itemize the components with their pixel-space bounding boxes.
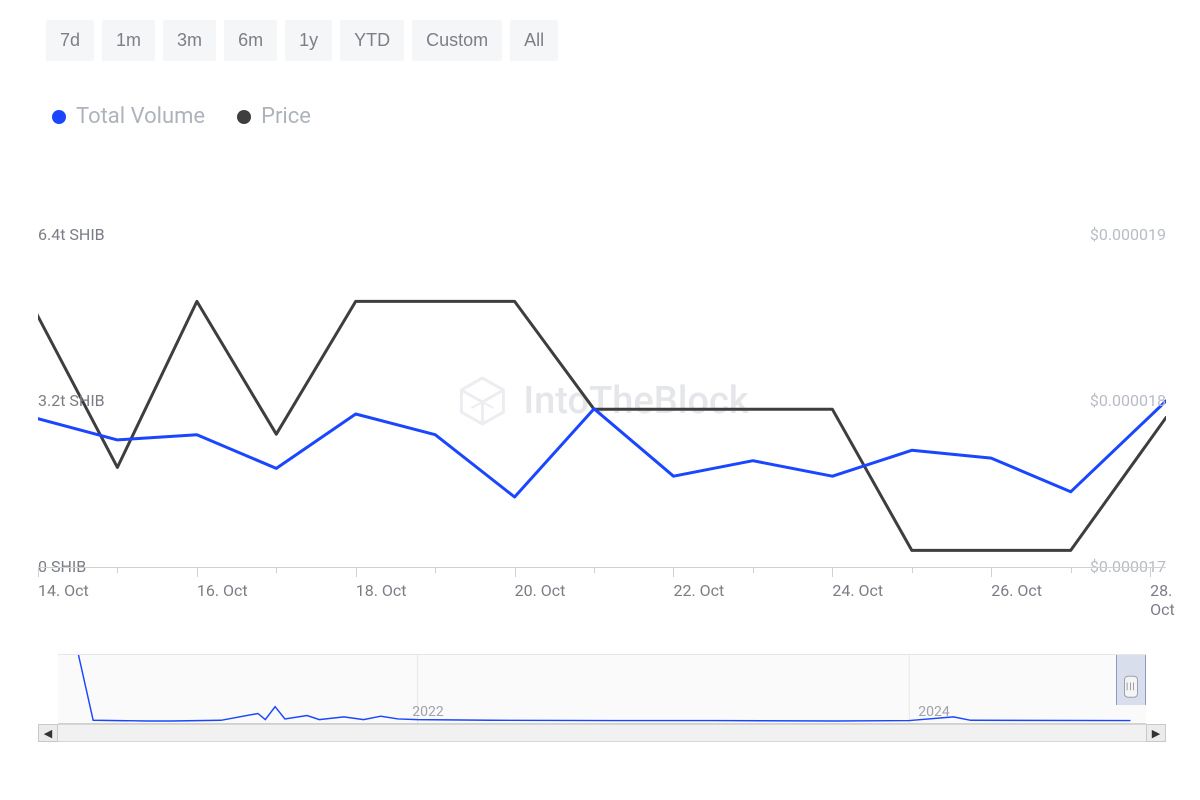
y-right-tick-label: $0.000018 — [1090, 391, 1166, 410]
legend-dot-price — [237, 110, 251, 124]
x-tick-label: 16. Oct — [197, 581, 248, 600]
range-ytd-button[interactable]: YTD — [340, 20, 404, 61]
navigator-scroll-left-button[interactable]: ◀ — [38, 724, 58, 742]
triangle-right-icon: ▶ — [1152, 727, 1160, 740]
navigator-scroll-right-button[interactable]: ▶ — [1146, 724, 1166, 742]
range-7d-button[interactable]: 7d — [46, 20, 94, 61]
x-tick-label: 20. Oct — [515, 581, 566, 600]
range-navigator: ||| ◀ ▶ 2022 2024 — [38, 654, 1166, 742]
range-6m-button[interactable]: 6m — [224, 20, 277, 61]
y-left-tick-label: 6.4t SHIB — [38, 225, 105, 244]
legend-item-volume[interactable]: Total Volume — [52, 104, 205, 129]
legend-dot-volume — [52, 110, 66, 124]
navigator-scrollbar[interactable] — [58, 724, 1146, 742]
chart-legend: Total Volume Price — [52, 104, 311, 129]
x-axis: 14. Oct 16. Oct 18. Oct 20. Oct 22. Oct 24. O… — [38, 567, 1166, 607]
navigator-track[interactable]: ||| — [58, 654, 1146, 724]
y-right-tick-label: $0.000019 — [1090, 225, 1166, 244]
x-tick-label: 26. Oct — [991, 581, 1042, 600]
x-tick-label: 22. Oct — [673, 581, 724, 600]
triangle-left-icon: ◀ — [44, 727, 52, 740]
range-1y-button[interactable]: 1y — [285, 20, 332, 61]
navigator-year-label: 2022 — [412, 704, 443, 720]
range-1m-button[interactable]: 1m — [102, 20, 155, 61]
main-chart: IntoTheBlock 0 SHIB3.2t SHIB6.4t SHIB $0… — [38, 235, 1166, 567]
range-custom-button[interactable]: Custom — [412, 20, 502, 61]
navigator-drag-handle[interactable]: ||| — [1124, 676, 1138, 698]
time-range-selector: 7d 1m 3m 6m 1y YTD Custom All — [46, 20, 558, 61]
x-tick-label: 24. Oct — [832, 581, 883, 600]
x-tick-label: 28. Oct — [1150, 581, 1175, 619]
x-tick-label: 14. Oct — [38, 581, 89, 600]
legend-label-volume: Total Volume — [76, 104, 205, 129]
y-left-tick-label: 3.2t SHIB — [38, 391, 105, 410]
legend-item-price[interactable]: Price — [237, 104, 311, 129]
range-3m-button[interactable]: 3m — [163, 20, 216, 61]
navigator-year-label: 2024 — [918, 704, 949, 720]
chart-plot-area[interactable] — [38, 235, 1166, 567]
legend-label-price: Price — [261, 104, 311, 129]
x-tick-label: 18. Oct — [356, 581, 407, 600]
range-all-button[interactable]: All — [510, 20, 558, 61]
